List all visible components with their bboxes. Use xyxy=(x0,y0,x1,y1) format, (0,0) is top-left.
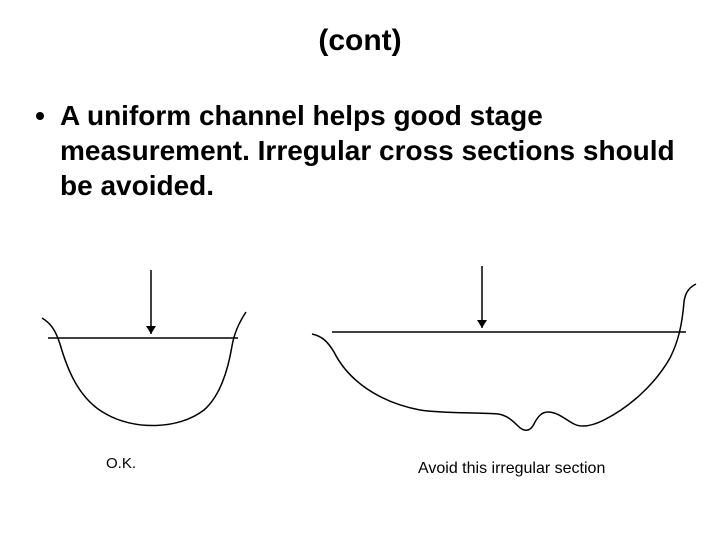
bullet-list: A uniform channel helps good stage measu… xyxy=(0,58,720,203)
page-title: (cont) xyxy=(0,0,720,58)
channel-outline-icon xyxy=(42,312,246,426)
irregular-caption: Avoid this irregular section xyxy=(418,460,605,478)
arrow-down-icon xyxy=(146,270,156,334)
channel-outline-icon xyxy=(312,284,696,430)
bullet-item: A uniform channel helps good stage measu… xyxy=(30,98,690,203)
ok-caption: O.K. xyxy=(106,455,136,472)
bullet-text: A uniform channel helps good stage measu… xyxy=(60,98,690,203)
irregular-cross-section-diagram xyxy=(308,262,718,452)
arrow-down-icon xyxy=(477,266,487,328)
ok-cross-section-diagram xyxy=(20,262,270,442)
bullet-marker-icon xyxy=(36,112,44,120)
